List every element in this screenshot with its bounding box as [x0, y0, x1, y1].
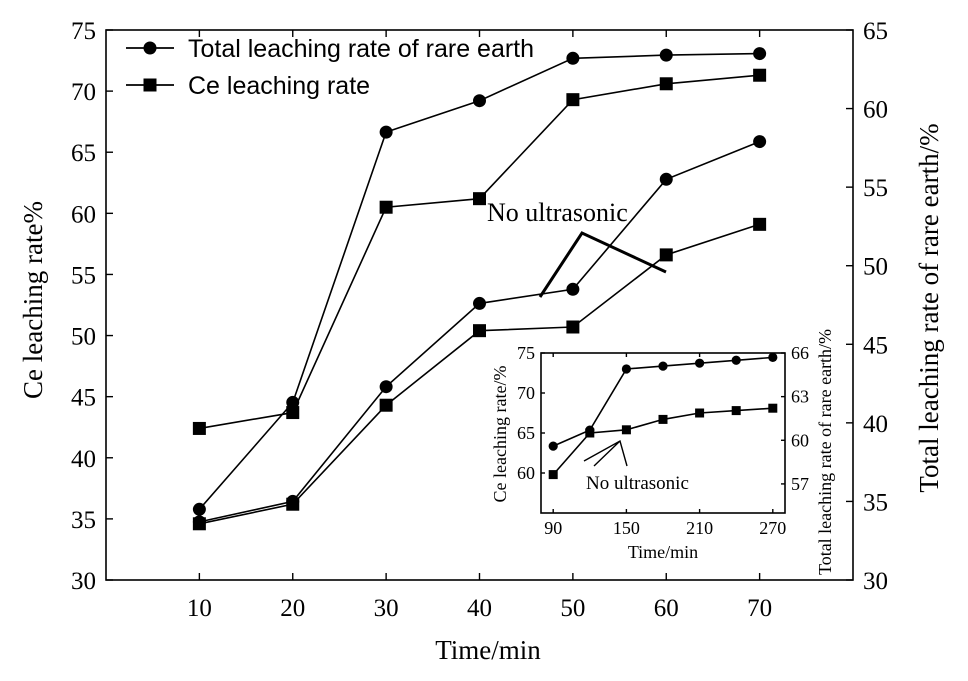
- y2-tick-label: 55: [863, 175, 888, 202]
- y-tick-label: 40: [71, 446, 96, 473]
- inset-y-axis-title: Ce leaching rate/%: [490, 366, 510, 503]
- x-tick-label: 40: [467, 595, 492, 622]
- y2-tick-label: 45: [863, 332, 888, 359]
- x-tick-label: 50: [560, 595, 585, 622]
- y2-axis-title: Total leaching rate of rare earth/%: [914, 123, 944, 492]
- square-point: [192, 421, 206, 435]
- main-ticks: 10 20 30 40 50 60 70 30 35 40 45 50 55 60 65 70 75 30 35 40…: [71, 18, 888, 622]
- no-ultrasonic-circle-point: [659, 172, 673, 186]
- inset-circle-point: [768, 352, 778, 362]
- inset-square-point: [731, 406, 741, 416]
- square-point: [379, 200, 393, 214]
- inset-circle-point: [621, 364, 632, 374]
- inset-x-tick-label: 270: [759, 518, 786, 538]
- y-tick-label: 70: [71, 79, 96, 106]
- no-ultrasonic-circle-point: [473, 296, 486, 310]
- y-tick-label: 30: [71, 568, 96, 595]
- inset-y2-axis-title: Total leaching rate of rare earth/%: [815, 329, 835, 575]
- inset-circle-point: [731, 355, 741, 365]
- circle-point: [379, 125, 393, 139]
- legend: Total leaching rate of rare earth Ce lea…: [126, 35, 534, 100]
- inset-circle-point: [548, 441, 558, 451]
- annotation-pointer: [538, 231, 667, 298]
- no-ultrasonic-square-point: [286, 497, 300, 511]
- x-tick-label: 30: [374, 595, 399, 622]
- y-tick-label: 65: [71, 140, 96, 167]
- inset-square-point: [585, 428, 595, 438]
- inset-square-point: [658, 414, 668, 424]
- x-tick-label: 70: [747, 595, 772, 622]
- no-ultrasonic-square-point: [566, 320, 580, 334]
- x-tick-label: 20: [280, 595, 305, 622]
- y2-tick-label: 65: [863, 18, 888, 45]
- no-ultrasonic-square-point: [379, 398, 393, 412]
- legend-marker-circle: [143, 41, 157, 55]
- inset-series-layer: [548, 352, 778, 480]
- inset-y2-tick-label: 63: [791, 387, 809, 407]
- inset-y-tick-label: 75: [517, 343, 535, 363]
- no-ultrasonic-square-point: [659, 248, 673, 262]
- circle-point: [659, 48, 673, 62]
- y-tick-label: 55: [71, 262, 96, 289]
- inset-y-tick-label: 60: [517, 463, 535, 483]
- inset-square-point: [695, 408, 705, 418]
- y-tick-label: 75: [71, 18, 96, 45]
- no-ultrasonic-circle-point: [753, 135, 767, 149]
- annotation-no-ultrasonic: No ultrasonic: [487, 198, 628, 227]
- inset-background: [476, 345, 820, 567]
- x-tick-label: 10: [187, 595, 212, 622]
- circle-point: [473, 94, 486, 108]
- x-tick-label: 60: [654, 595, 679, 622]
- no-ultrasonic-square-point: [753, 217, 767, 231]
- y2-tick-label: 30: [863, 568, 888, 595]
- inset-square-point: [768, 403, 778, 413]
- inset-annotation-pointer: [583, 439, 628, 467]
- square-point: [566, 93, 580, 107]
- no-ultrasonic-square-point: [473, 324, 486, 338]
- y-tick-label: 45: [71, 385, 96, 412]
- inset-x-tick-label: 90: [544, 518, 562, 538]
- legend-label-total: Total leaching rate of rare earth: [188, 35, 534, 63]
- inset-y-tick-label: 65: [517, 423, 535, 443]
- y-tick-label: 60: [71, 201, 96, 228]
- square-point: [473, 192, 486, 206]
- inset-y2-tick-label: 57: [791, 474, 809, 494]
- square-point: [659, 77, 673, 91]
- no-ultrasonic-circle-point: [379, 380, 393, 394]
- inset-annotation-no-ultrasonic: No ultrasonic: [586, 473, 689, 494]
- inset-y2-tick-label: 66: [791, 343, 809, 363]
- circle-point: [753, 47, 767, 61]
- inset-square-point: [548, 470, 558, 480]
- y2-tick-label: 60: [863, 97, 888, 124]
- circle-point: [566, 51, 580, 65]
- no-ultrasonic-square-point: [192, 517, 206, 531]
- square-point: [753, 68, 767, 82]
- no-ultrasonic-circle-point: [566, 282, 580, 296]
- inset-x-tick-label: 210: [686, 518, 713, 538]
- inset-y-tick-label: 70: [517, 383, 535, 403]
- y-tick-label: 35: [71, 507, 96, 534]
- inset-circle-point: [695, 358, 705, 368]
- y2-tick-label: 50: [863, 254, 888, 281]
- circle-point: [192, 502, 206, 516]
- y2-tick-label: 35: [863, 489, 888, 516]
- inset-circle-point: [658, 361, 668, 371]
- inset-y2-tick-label: 60: [791, 430, 809, 450]
- legend-marker-square: [143, 78, 157, 92]
- legend-label-ce: Ce leaching rate: [188, 72, 370, 100]
- y-axis-title: Ce leaching rate%: [18, 201, 48, 399]
- inset-square-point: [621, 425, 631, 435]
- x-axis-title: Time/min: [435, 635, 541, 665]
- square-point: [286, 406, 300, 420]
- main-series-layer: [192, 47, 767, 531]
- inset-x-tick-label: 150: [613, 518, 640, 538]
- inset-ticks: 90 150 210 270 60 65 70 75 57 60 63 66: [517, 343, 809, 538]
- y2-tick-label: 40: [863, 411, 888, 438]
- inset-x-axis-title: Time/min: [628, 542, 698, 562]
- y-tick-label: 50: [71, 324, 96, 351]
